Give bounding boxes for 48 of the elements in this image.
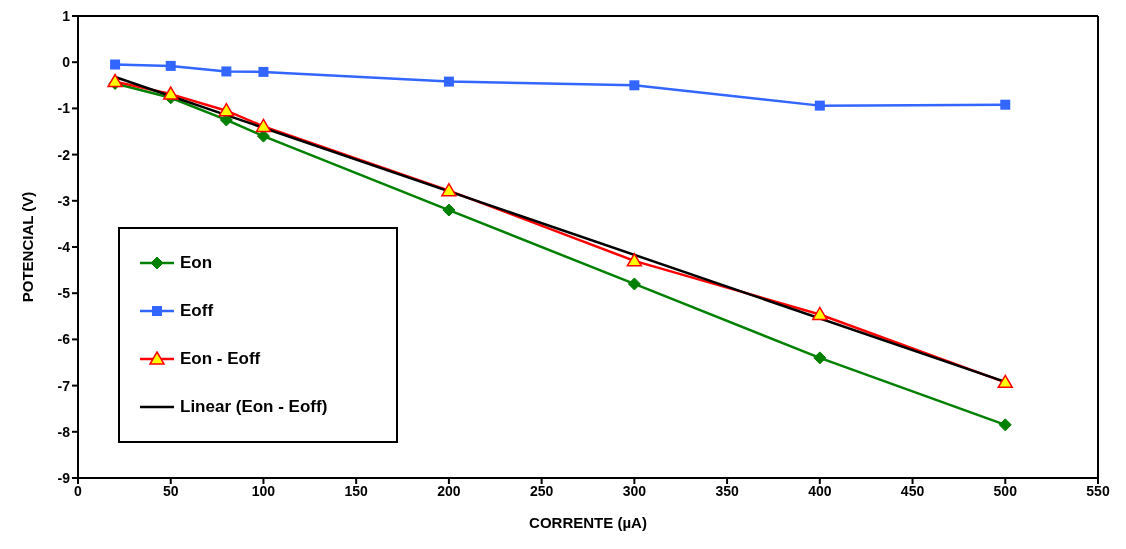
point <box>997 374 1014 389</box>
y-tick-label: -7 <box>57 377 71 394</box>
x-tick-label: 100 <box>251 482 276 499</box>
point <box>812 306 828 321</box>
x-tick-label: 400 <box>808 482 832 499</box>
point <box>814 100 825 111</box>
y-tick-label: -4 <box>57 238 71 255</box>
x-axis-title: CORRENTE (µA) <box>529 514 647 531</box>
point <box>221 66 232 77</box>
legend-label: Eoff <box>180 301 214 321</box>
legend-label: Eon - Eoff <box>180 349 261 369</box>
y-tick-label: 0 <box>62 54 71 71</box>
point <box>218 102 235 117</box>
point <box>443 76 454 87</box>
x-tick-label: 0 <box>74 482 83 499</box>
point <box>442 203 456 217</box>
point <box>441 182 457 197</box>
point <box>626 253 643 267</box>
x-tick-label: 50 <box>162 482 179 499</box>
x-tick-label: 450 <box>900 482 925 499</box>
y-tick-label: -2 <box>57 146 71 163</box>
y-tick-label: -3 <box>57 192 71 209</box>
point <box>162 86 179 100</box>
y-tick-label: -8 <box>57 423 71 440</box>
y-tick-label: -6 <box>57 331 71 348</box>
point <box>1000 99 1011 110</box>
x-tick-label: 500 <box>993 482 1018 499</box>
y-tick-label: 1 <box>62 7 71 24</box>
x-tick-label: 150 <box>344 482 369 499</box>
point <box>629 80 640 91</box>
point <box>627 277 641 291</box>
point <box>258 66 269 77</box>
y-tick-label: -1 <box>57 100 71 117</box>
point <box>110 59 121 70</box>
legend-label: Linear (Eon - Eoff) <box>180 397 328 417</box>
point <box>998 418 1012 432</box>
point <box>165 60 176 71</box>
x-tick-label: 300 <box>622 482 647 499</box>
point <box>255 118 272 133</box>
x-tick-label: 550 <box>1086 482 1110 499</box>
x-tick-label: 250 <box>529 482 554 499</box>
x-tick-label: 200 <box>437 482 461 499</box>
point <box>813 351 827 365</box>
y-axis-title: POTENCIAL (V) <box>19 191 37 303</box>
legend-label: Eon <box>180 253 213 273</box>
x-tick-label: 350 <box>715 482 739 499</box>
y-tick-label: -5 <box>57 285 71 302</box>
y-tick-label: -9 <box>57 469 71 486</box>
